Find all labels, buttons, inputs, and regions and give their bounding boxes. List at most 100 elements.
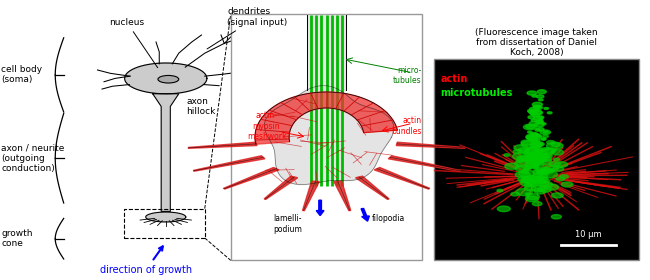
Text: (Fluorescence image taken
from dissertation of Daniel
Koch, 2008): (Fluorescence image taken from dissertat… [475,28,598,57]
Circle shape [547,142,563,149]
Circle shape [547,112,552,114]
Circle shape [529,165,536,169]
Circle shape [531,119,537,122]
Circle shape [545,184,558,190]
Circle shape [534,116,543,120]
Circle shape [544,108,549,109]
Circle shape [528,109,535,113]
Circle shape [526,181,532,184]
Circle shape [532,159,543,164]
Circle shape [534,135,538,137]
Circle shape [505,163,519,169]
Circle shape [544,148,556,153]
Circle shape [536,180,549,186]
Circle shape [515,160,530,167]
Circle shape [531,110,542,115]
Circle shape [531,176,543,181]
Polygon shape [388,156,460,171]
Circle shape [533,111,543,115]
Circle shape [540,130,551,134]
Text: actin: actin [441,74,468,84]
Circle shape [530,143,541,147]
Circle shape [532,113,539,116]
Circle shape [541,138,546,140]
Circle shape [534,142,543,146]
Circle shape [525,148,540,153]
Circle shape [543,135,549,137]
Circle shape [523,168,529,170]
Circle shape [535,135,541,138]
Text: micro-
tubules: micro- tubules [393,66,421,85]
Circle shape [532,102,542,107]
Circle shape [547,169,552,172]
Polygon shape [264,176,298,199]
Circle shape [527,136,536,140]
FancyArrow shape [316,200,324,216]
Circle shape [521,140,532,145]
Text: cell body
(soma): cell body (soma) [1,64,42,84]
Polygon shape [146,212,186,222]
Circle shape [532,202,542,206]
Circle shape [513,153,529,160]
Bar [231,14,422,260]
Bar [434,59,639,260]
Circle shape [525,167,531,169]
Polygon shape [224,167,279,189]
Circle shape [528,137,538,141]
Circle shape [518,176,532,182]
Circle shape [541,171,558,178]
Text: direction of growth: direction of growth [100,246,192,275]
Circle shape [528,110,538,114]
Circle shape [541,153,552,158]
Circle shape [524,180,536,185]
Circle shape [530,182,539,186]
Circle shape [537,128,544,131]
Circle shape [538,186,551,192]
Bar [124,209,205,238]
Circle shape [535,156,545,161]
Circle shape [538,181,543,183]
Circle shape [525,148,540,154]
Circle shape [525,184,532,187]
Circle shape [497,189,502,192]
Text: microtubules: microtubules [441,88,513,98]
Circle shape [519,156,531,161]
Circle shape [532,139,540,142]
Circle shape [533,156,542,160]
Circle shape [541,123,546,125]
Circle shape [555,162,567,167]
Circle shape [536,120,543,124]
Circle shape [541,154,550,158]
Circle shape [530,107,540,111]
Circle shape [536,167,549,173]
Circle shape [521,179,536,186]
Circle shape [525,161,539,167]
Text: actin
bundles: actin bundles [391,116,421,136]
Circle shape [531,133,540,137]
Circle shape [535,169,543,173]
Circle shape [534,166,540,168]
Circle shape [534,123,544,127]
Circle shape [525,193,530,195]
Circle shape [540,168,554,174]
Circle shape [530,140,538,143]
Circle shape [525,196,538,202]
Circle shape [525,153,533,157]
Circle shape [543,131,548,133]
Circle shape [538,180,545,184]
Polygon shape [374,167,430,189]
Circle shape [540,157,551,161]
Circle shape [532,162,540,165]
Circle shape [514,145,528,151]
Circle shape [560,175,568,178]
Circle shape [535,162,544,166]
Circle shape [547,141,555,144]
Circle shape [541,148,549,151]
Circle shape [533,105,540,108]
Polygon shape [334,181,351,211]
Circle shape [538,99,543,101]
Circle shape [532,179,538,182]
Circle shape [531,111,538,114]
Circle shape [527,91,537,95]
Circle shape [535,155,548,160]
